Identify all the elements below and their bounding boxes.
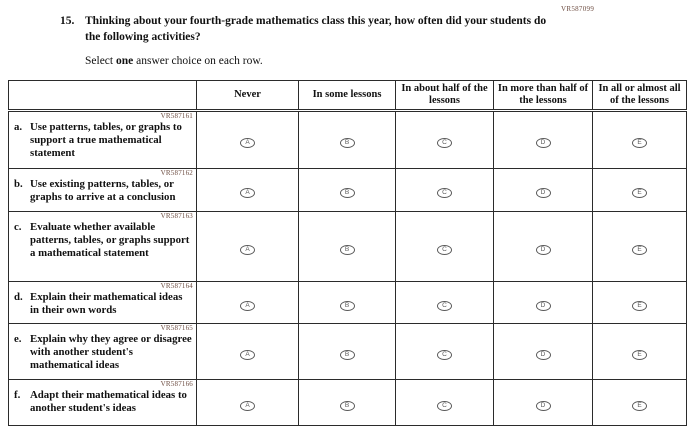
answer-oval-more-than-half[interactable]: D	[535, 244, 551, 255]
answer-oval-more-than-half[interactable]: D	[535, 400, 551, 411]
table-row-b: VR587162 b. Use existing patterns, table…	[8, 168, 687, 213]
instruction-prefix: Select	[85, 55, 116, 67]
answer-oval-more-than-half[interactable]: D	[535, 300, 551, 311]
answer-oval-some-lessons[interactable]: B	[339, 244, 355, 255]
answer-oval-never[interactable]: A	[240, 349, 255, 360]
column-header-some-lessons: In some lessons	[298, 79, 396, 113]
question-text: Thinking about your fourth-grade mathema…	[85, 15, 547, 43]
answer-oval-all-or-almost-all[interactable]: E	[632, 400, 647, 411]
row-label-text: Evaluate whether available patterns, tab…	[30, 221, 190, 260]
answer-oval-more-than-half[interactable]: D	[535, 349, 551, 360]
answer-oval-never[interactable]: A	[240, 244, 255, 255]
row-label-text: Explain their mathematical ideas in thei…	[30, 291, 183, 317]
row-label: c. Evaluate whether available patterns, …	[14, 221, 193, 260]
answer-oval-about-half[interactable]: C	[437, 400, 452, 411]
row-label: b. Use existing patterns, tables, or gra…	[14, 178, 193, 204]
answer-oval-some-lessons[interactable]: B	[339, 400, 355, 411]
answer-oval-never[interactable]: A	[240, 300, 255, 311]
answer-oval-about-half[interactable]: C	[437, 349, 452, 360]
instruction-suffix: answer choice on each row.	[133, 55, 263, 67]
answer-oval-some-lessons[interactable]: B	[339, 188, 355, 199]
form-code: VR587099	[561, 5, 595, 13]
row-label: a. Use patterns, tables, or graphs to su…	[14, 121, 193, 160]
instruction-bold-word: one	[115, 55, 134, 67]
row-code: VR587164	[160, 282, 193, 291]
question-block: 15. Thinking about your fourth-grade mat…	[60, 14, 560, 45]
table-row-d: VR587164 d. Explain their mathematical i…	[8, 281, 687, 325]
table-row-f: VR587166 f. Adapt their mathematical ide…	[8, 379, 687, 427]
answer-oval-all-or-almost-all[interactable]: E	[632, 188, 647, 199]
instruction-text: Select one answer choice on each row.	[85, 55, 263, 67]
column-header-all-or-almost-all: In all or almost all of the lessons	[592, 79, 687, 113]
answer-oval-all-or-almost-all[interactable]: E	[632, 300, 647, 311]
column-header-never: Never	[196, 79, 299, 113]
answer-oval-about-half[interactable]: C	[437, 300, 452, 311]
answer-oval-about-half[interactable]: C	[437, 188, 452, 199]
answer-oval-all-or-almost-all[interactable]: E	[632, 138, 647, 149]
row-code: VR587163	[160, 212, 193, 221]
table-row-e: VR587165 e. Explain why they agree or di…	[8, 323, 687, 381]
row-letter: e.	[14, 333, 22, 346]
answer-oval-some-lessons[interactable]: B	[339, 349, 355, 360]
column-header-about-half: In about half of the lessons	[395, 79, 494, 113]
answer-oval-never[interactable]: A	[240, 188, 255, 199]
answer-oval-never[interactable]: A	[240, 138, 255, 149]
answer-oval-all-or-almost-all[interactable]: E	[632, 349, 647, 360]
answer-oval-more-than-half[interactable]: D	[535, 188, 551, 199]
header-row: Never In some lessons In about half of t…	[8, 79, 687, 113]
answer-oval-some-lessons[interactable]: B	[339, 138, 355, 149]
answer-oval-all-or-almost-all[interactable]: E	[632, 244, 647, 255]
answer-oval-more-than-half[interactable]: D	[535, 138, 551, 149]
answer-matrix-table: Never In some lessons In about half of t…	[8, 79, 687, 427]
row-letter: a.	[14, 121, 23, 134]
answer-oval-some-lessons[interactable]: B	[339, 300, 355, 311]
table-row-c: VR587163 c. Evaluate whether available p…	[8, 211, 687, 283]
row-letter: c.	[14, 221, 22, 234]
row-label: e. Explain why they agree or disagree wi…	[14, 333, 193, 372]
row-code: VR587165	[160, 324, 193, 333]
row-label: f. Adapt their mathematical ideas to ano…	[14, 389, 193, 415]
column-header-more-than-half: In more than half of the lessons	[493, 79, 593, 113]
table-row-a: VR587161 a. Use patterns, tables, or gra…	[8, 110, 687, 170]
answer-oval-about-half[interactable]: C	[437, 244, 452, 255]
row-code: VR587161	[160, 112, 193, 121]
answer-oval-never[interactable]: A	[240, 400, 255, 411]
header-empty-cell	[8, 79, 197, 113]
row-code: VR587162	[160, 169, 193, 178]
row-letter: d.	[14, 291, 23, 304]
question-number: 15.	[60, 15, 75, 27]
row-label: d. Explain their mathematical ideas in t…	[14, 291, 193, 317]
row-label-text: Explain why they agree or disagree with …	[30, 333, 192, 372]
row-label-text: Adapt their mathematical ideas to anothe…	[30, 389, 187, 415]
row-label-text: Use patterns, tables, or graphs to suppo…	[30, 121, 182, 160]
row-letter: b.	[14, 178, 23, 191]
row-label-text: Use existing patterns, tables, or graphs…	[30, 178, 176, 204]
row-letter: f.	[14, 389, 21, 402]
answer-oval-about-half[interactable]: C	[437, 138, 452, 149]
row-code: VR587166	[160, 380, 193, 389]
